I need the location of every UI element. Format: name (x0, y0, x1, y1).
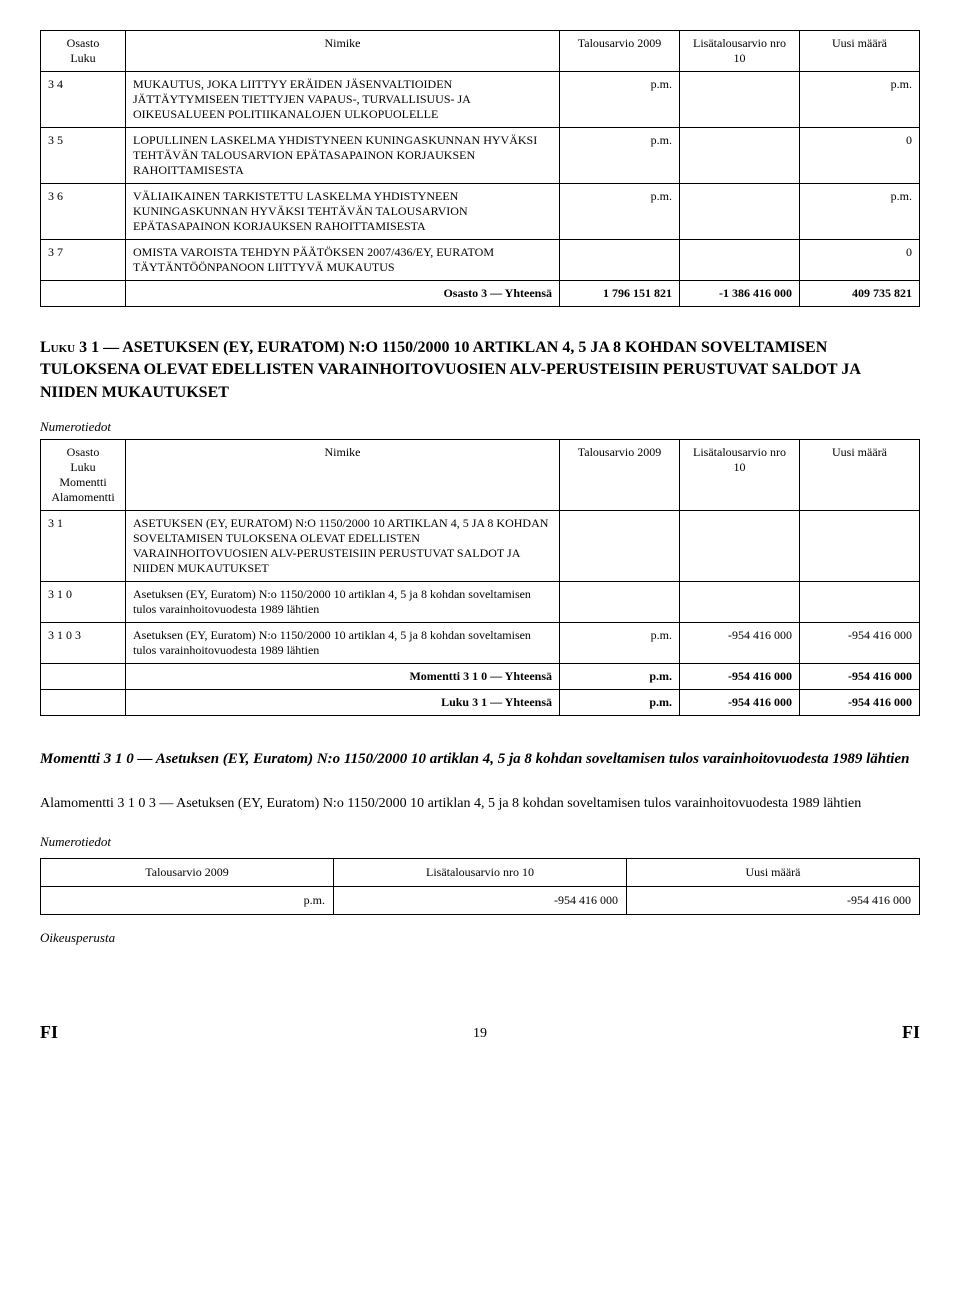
table-row: 3 6 VÄLIAIKAINEN TARKISTETTU LASKELMA YH… (41, 184, 920, 240)
table-row: 3 1 0 3 Asetuksen (EY, Euratom) N:o 1150… (41, 623, 920, 664)
cell (680, 184, 800, 240)
cell: 0 (800, 240, 920, 281)
hdr-luku: Luku (70, 51, 95, 65)
table-row: 3 4 MUKAUTUS, JOKA LIITTYY ERÄIDEN JÄSEN… (41, 72, 920, 128)
row-title: OMISTA VAROISTA TEHDYN PÄÄTÖKSEN 2007/43… (126, 240, 560, 281)
page-number: 19 (473, 1026, 487, 1041)
summary-table: Talousarvio 2009 Lisätalousarvio nro 10 … (40, 858, 920, 915)
total-row: Momentti 3 1 0 — Yhteensä p.m. -954 416 … (41, 664, 920, 690)
cell: p.m. (560, 184, 680, 240)
cell: p.m. (560, 128, 680, 184)
cell (680, 128, 800, 184)
total-row: Luku 3 1 — Yhteensä p.m. -954 416 000 -9… (41, 690, 920, 716)
hdr-lisatalousarvio: Lisätalousarvio nro 10 (680, 440, 800, 511)
hdr-uusi: Uusi määrä (800, 31, 920, 72)
row-code: 3 5 (41, 128, 126, 184)
oikeusperusta-label: Oikeusperusta (40, 930, 920, 946)
row-code: 3 4 (41, 72, 126, 128)
row-title: LOPULLINEN LASKELMA YHDISTYNEEN KUNINGAS… (126, 128, 560, 184)
footer-fi-right: FI (902, 1022, 920, 1043)
cell: p.m. (41, 887, 334, 915)
row-code: 3 1 0 (41, 582, 126, 623)
total-label: Momentti 3 1 0 — Yhteensä (126, 664, 560, 690)
table-row: p.m. -954 416 000 -954 416 000 (41, 887, 920, 915)
cell: -954 416 000 (627, 887, 920, 915)
cell: p.m. (800, 72, 920, 128)
col-codes: Osasto Luku Momentti Alamomentti (41, 440, 126, 511)
row-title: Asetuksen (EY, Euratom) N:o 1150/2000 10… (126, 623, 560, 664)
row-title: VÄLIAIKAINEN TARKISTETTU LASKELMA YHDIST… (126, 184, 560, 240)
numerotiedot-label: Numerotiedot (40, 834, 920, 850)
heading-rest: 3 1 — ASETUKSEN (EY, EURATOM) N:O 1150/2… (40, 339, 860, 401)
total-label: Osasto 3 — Yhteensä (126, 281, 560, 307)
row-title: ASETUKSEN (EY, EURATOM) N:O 1150/2000 10… (126, 511, 560, 582)
hdr-uusi: Uusi määrä (800, 440, 920, 511)
alamomentti-heading: Alamomentti 3 1 0 3 — Asetuksen (EY, Eur… (40, 793, 920, 814)
cell: p.m. (560, 72, 680, 128)
row-title: MUKAUTUS, JOKA LIITTYY ERÄIDEN JÄSENVALT… (126, 72, 560, 128)
total-c4: -1 386 416 000 (680, 281, 800, 307)
table-row: 3 7 OMISTA VAROISTA TEHDYN PÄÄTÖKSEN 200… (41, 240, 920, 281)
section-heading: Luku 3 1 — ASETUKSEN (EY, EURATOM) N:O 1… (40, 337, 920, 404)
cell (560, 240, 680, 281)
footer-fi-left: FI (40, 1022, 58, 1043)
row-code: 3 1 (41, 511, 126, 582)
row-code: 3 1 0 3 (41, 623, 126, 664)
numerotiedot-label: Numerotiedot (40, 419, 920, 435)
col-osasto-luku: Osasto Luku (41, 31, 126, 72)
row-code: 3 7 (41, 240, 126, 281)
cell (680, 72, 800, 128)
momentti-heading: Momentti 3 1 0 — Asetuksen (EY, Euratom)… (40, 751, 920, 768)
table-row: 3 5 LOPULLINEN LASKELMA YHDISTYNEEN KUNI… (41, 128, 920, 184)
cell (680, 240, 800, 281)
total-label: Luku 3 1 — Yhteensä (126, 690, 560, 716)
hdr-c3: Uusi määrä (627, 859, 920, 887)
hdr-osasto: Osasto (67, 36, 100, 50)
heading-prefix: Luku (40, 339, 75, 356)
hdr-nimike: Nimike (126, 31, 560, 72)
row-code: 3 6 (41, 184, 126, 240)
total-c3: 1 796 151 821 (560, 281, 680, 307)
hdr-talousarvio: Talousarvio 2009 (560, 440, 680, 511)
total-row: Osasto 3 — Yhteensä 1 796 151 821 -1 386… (41, 281, 920, 307)
hdr-lisatalousarvio: Lisätalousarvio nro 10 (680, 31, 800, 72)
hdr-nimike: Nimike (126, 440, 560, 511)
cell: p.m. (800, 184, 920, 240)
hdr-talousarvio: Talousarvio 2009 (560, 31, 680, 72)
budget-table-2: Osasto Luku Momentti Alamomentti Nimike … (40, 439, 920, 716)
total-c5: 409 735 821 (800, 281, 920, 307)
budget-table-1: Osasto Luku Nimike Talousarvio 2009 Lisä… (40, 30, 920, 307)
table-row: 3 1 ASETUKSEN (EY, EURATOM) N:O 1150/200… (41, 511, 920, 582)
cell: -954 416 000 (334, 887, 627, 915)
row-title: Asetuksen (EY, Euratom) N:o 1150/2000 10… (126, 582, 560, 623)
cell: 0 (800, 128, 920, 184)
hdr-c1: Talousarvio 2009 (41, 859, 334, 887)
page-footer: FI 19 FI (40, 1026, 920, 1042)
hdr-c2: Lisätalousarvio nro 10 (334, 859, 627, 887)
table-row: 3 1 0 Asetuksen (EY, Euratom) N:o 1150/2… (41, 582, 920, 623)
